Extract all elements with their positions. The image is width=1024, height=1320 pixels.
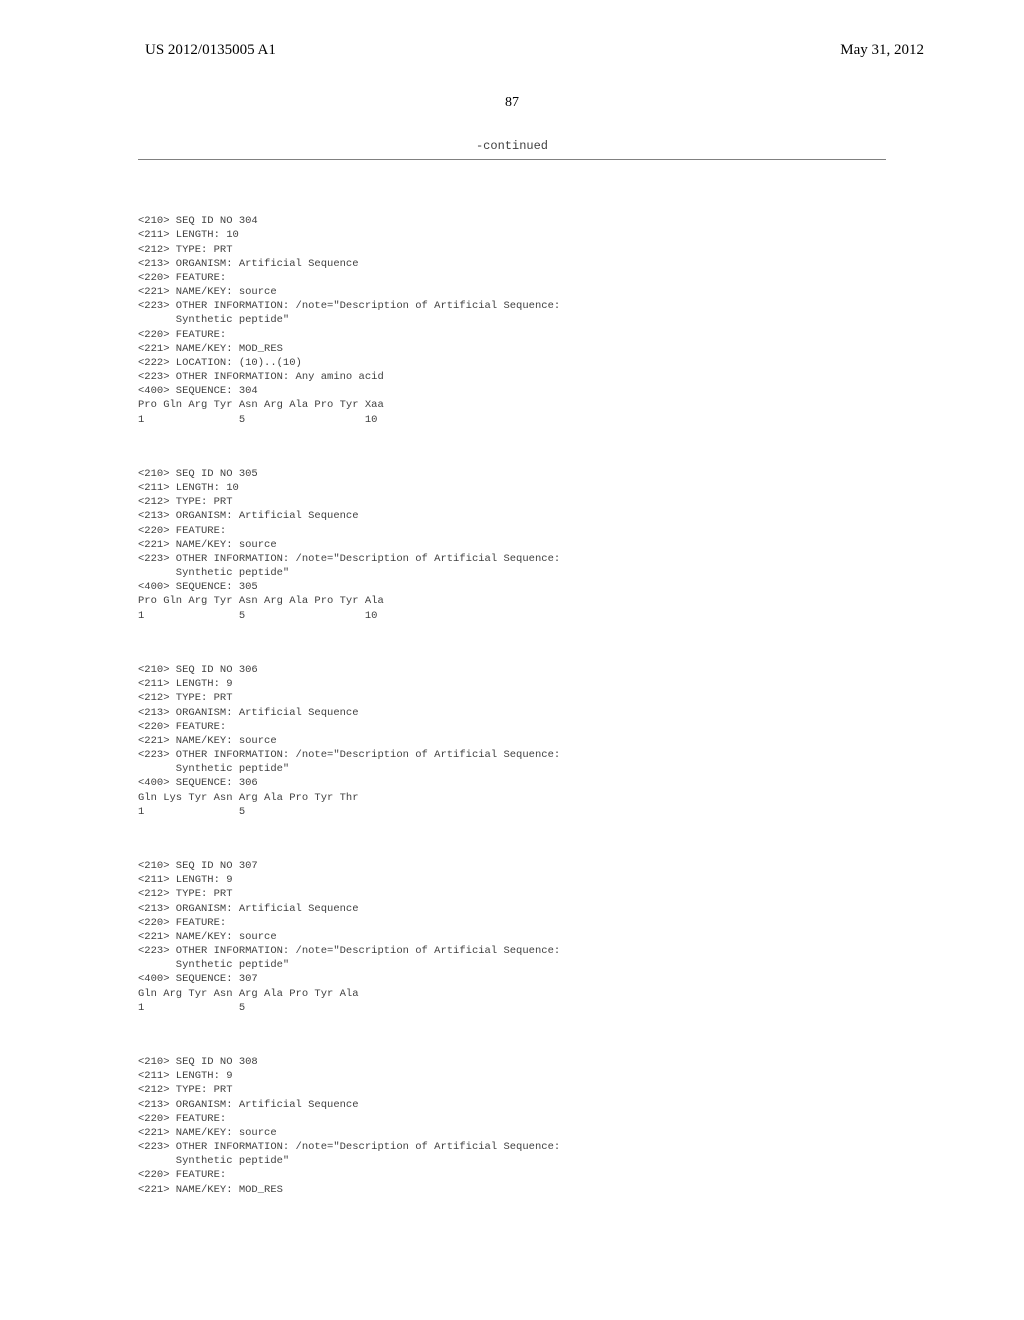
sequence-line: <212> TYPE: PRT	[138, 1083, 886, 1097]
sequence-line: Gln Arg Tyr Asn Arg Ala Pro Tyr Ala	[138, 987, 886, 1001]
sequence-block: <210> SEQ ID NO 306<211> LENGTH: 9<212> …	[138, 663, 886, 819]
sequence-line: <221> NAME/KEY: source	[138, 930, 886, 944]
sequence-line: <400> SEQUENCE: 304	[138, 384, 886, 398]
sequence-line: <223> OTHER INFORMATION: /note="Descript…	[138, 552, 886, 566]
sequence-line: <220> FEATURE:	[138, 916, 886, 930]
sequence-line: Pro Gln Arg Tyr Asn Arg Ala Pro Tyr Xaa	[138, 398, 886, 412]
sequence-block: <210> SEQ ID NO 307<211> LENGTH: 9<212> …	[138, 859, 886, 1015]
sequence-line: <221> NAME/KEY: source	[138, 1126, 886, 1140]
sequence-line: <220> FEATURE:	[138, 720, 886, 734]
sequence-line: <213> ORGANISM: Artificial Sequence	[138, 706, 886, 720]
sequence-line: <212> TYPE: PRT	[138, 887, 886, 901]
sequence-line: Synthetic peptide"	[138, 958, 886, 972]
sequence-line: <210> SEQ ID NO 305	[138, 467, 886, 481]
sequence-line: Pro Gln Arg Tyr Asn Arg Ala Pro Tyr Ala	[138, 594, 886, 608]
sequence-line: <220> FEATURE:	[138, 271, 886, 285]
sequence-line: Synthetic peptide"	[138, 1154, 886, 1168]
continued-label: -continued	[0, 139, 1024, 153]
sequence-line: <400> SEQUENCE: 305	[138, 580, 886, 594]
sequence-line: <221> NAME/KEY: MOD_RES	[138, 1183, 886, 1197]
sequence-block: <210> SEQ ID NO 305<211> LENGTH: 10<212>…	[138, 467, 886, 623]
sequence-line: <221> NAME/KEY: source	[138, 285, 886, 299]
sequence-line: <220> FEATURE:	[138, 328, 886, 342]
sequence-line: <212> TYPE: PRT	[138, 243, 886, 257]
sequence-listing: <210> SEQ ID NO 304<211> LENGTH: 10<212>…	[0, 160, 1024, 1237]
sequence-line: 1 5	[138, 805, 886, 819]
sequence-line: <213> ORGANISM: Artificial Sequence	[138, 1098, 886, 1112]
sequence-line: <213> ORGANISM: Artificial Sequence	[138, 257, 886, 271]
sequence-line: <220> FEATURE:	[138, 1168, 886, 1182]
sequence-line: 1 5 10	[138, 609, 886, 623]
sequence-line: <223> OTHER INFORMATION: /note="Descript…	[138, 299, 886, 313]
sequence-line: <220> FEATURE:	[138, 1112, 886, 1126]
sequence-line: Synthetic peptide"	[138, 762, 886, 776]
sequence-line: <220> FEATURE:	[138, 524, 886, 538]
sequence-line: <211> LENGTH: 9	[138, 1069, 886, 1083]
sequence-line: <210> SEQ ID NO 304	[138, 214, 886, 228]
sequence-line: <210> SEQ ID NO 307	[138, 859, 886, 873]
sequence-line: <400> SEQUENCE: 306	[138, 776, 886, 790]
document-header: US 2012/0135005 A1 May 31, 2012	[0, 0, 1024, 59]
sequence-line: Synthetic peptide"	[138, 313, 886, 327]
sequence-line: Gln Lys Tyr Asn Arg Ala Pro Tyr Thr	[138, 791, 886, 805]
sequence-line: <223> OTHER INFORMATION: /note="Descript…	[138, 944, 886, 958]
sequence-line: <213> ORGANISM: Artificial Sequence	[138, 902, 886, 916]
sequence-line: <210> SEQ ID NO 306	[138, 663, 886, 677]
sequence-line: <221> NAME/KEY: source	[138, 734, 886, 748]
sequence-block: <210> SEQ ID NO 308<211> LENGTH: 9<212> …	[138, 1055, 886, 1197]
page-number: 87	[0, 95, 1024, 111]
sequence-line: <400> SEQUENCE: 307	[138, 972, 886, 986]
sequence-block: <210> SEQ ID NO 304<211> LENGTH: 10<212>…	[138, 214, 886, 427]
sequence-line: 1 5	[138, 1001, 886, 1015]
sequence-line: 1 5 10	[138, 413, 886, 427]
sequence-line: <211> LENGTH: 9	[138, 677, 886, 691]
sequence-line: <223> OTHER INFORMATION: /note="Descript…	[138, 1140, 886, 1154]
sequence-line: <211> LENGTH: 9	[138, 873, 886, 887]
sequence-line: <210> SEQ ID NO 308	[138, 1055, 886, 1069]
sequence-line: <212> TYPE: PRT	[138, 691, 886, 705]
publication-number: US 2012/0135005 A1	[145, 42, 276, 59]
sequence-line: Synthetic peptide"	[138, 566, 886, 580]
sequence-line: <211> LENGTH: 10	[138, 481, 886, 495]
sequence-line: <221> NAME/KEY: MOD_RES	[138, 342, 886, 356]
sequence-line: <211> LENGTH: 10	[138, 228, 886, 242]
publication-date: May 31, 2012	[840, 42, 924, 59]
sequence-line: <223> OTHER INFORMATION: Any amino acid	[138, 370, 886, 384]
sequence-line: <212> TYPE: PRT	[138, 495, 886, 509]
sequence-line: <221> NAME/KEY: source	[138, 538, 886, 552]
sequence-line: <213> ORGANISM: Artificial Sequence	[138, 509, 886, 523]
sequence-line: <223> OTHER INFORMATION: /note="Descript…	[138, 748, 886, 762]
sequence-line: <222> LOCATION: (10)..(10)	[138, 356, 886, 370]
